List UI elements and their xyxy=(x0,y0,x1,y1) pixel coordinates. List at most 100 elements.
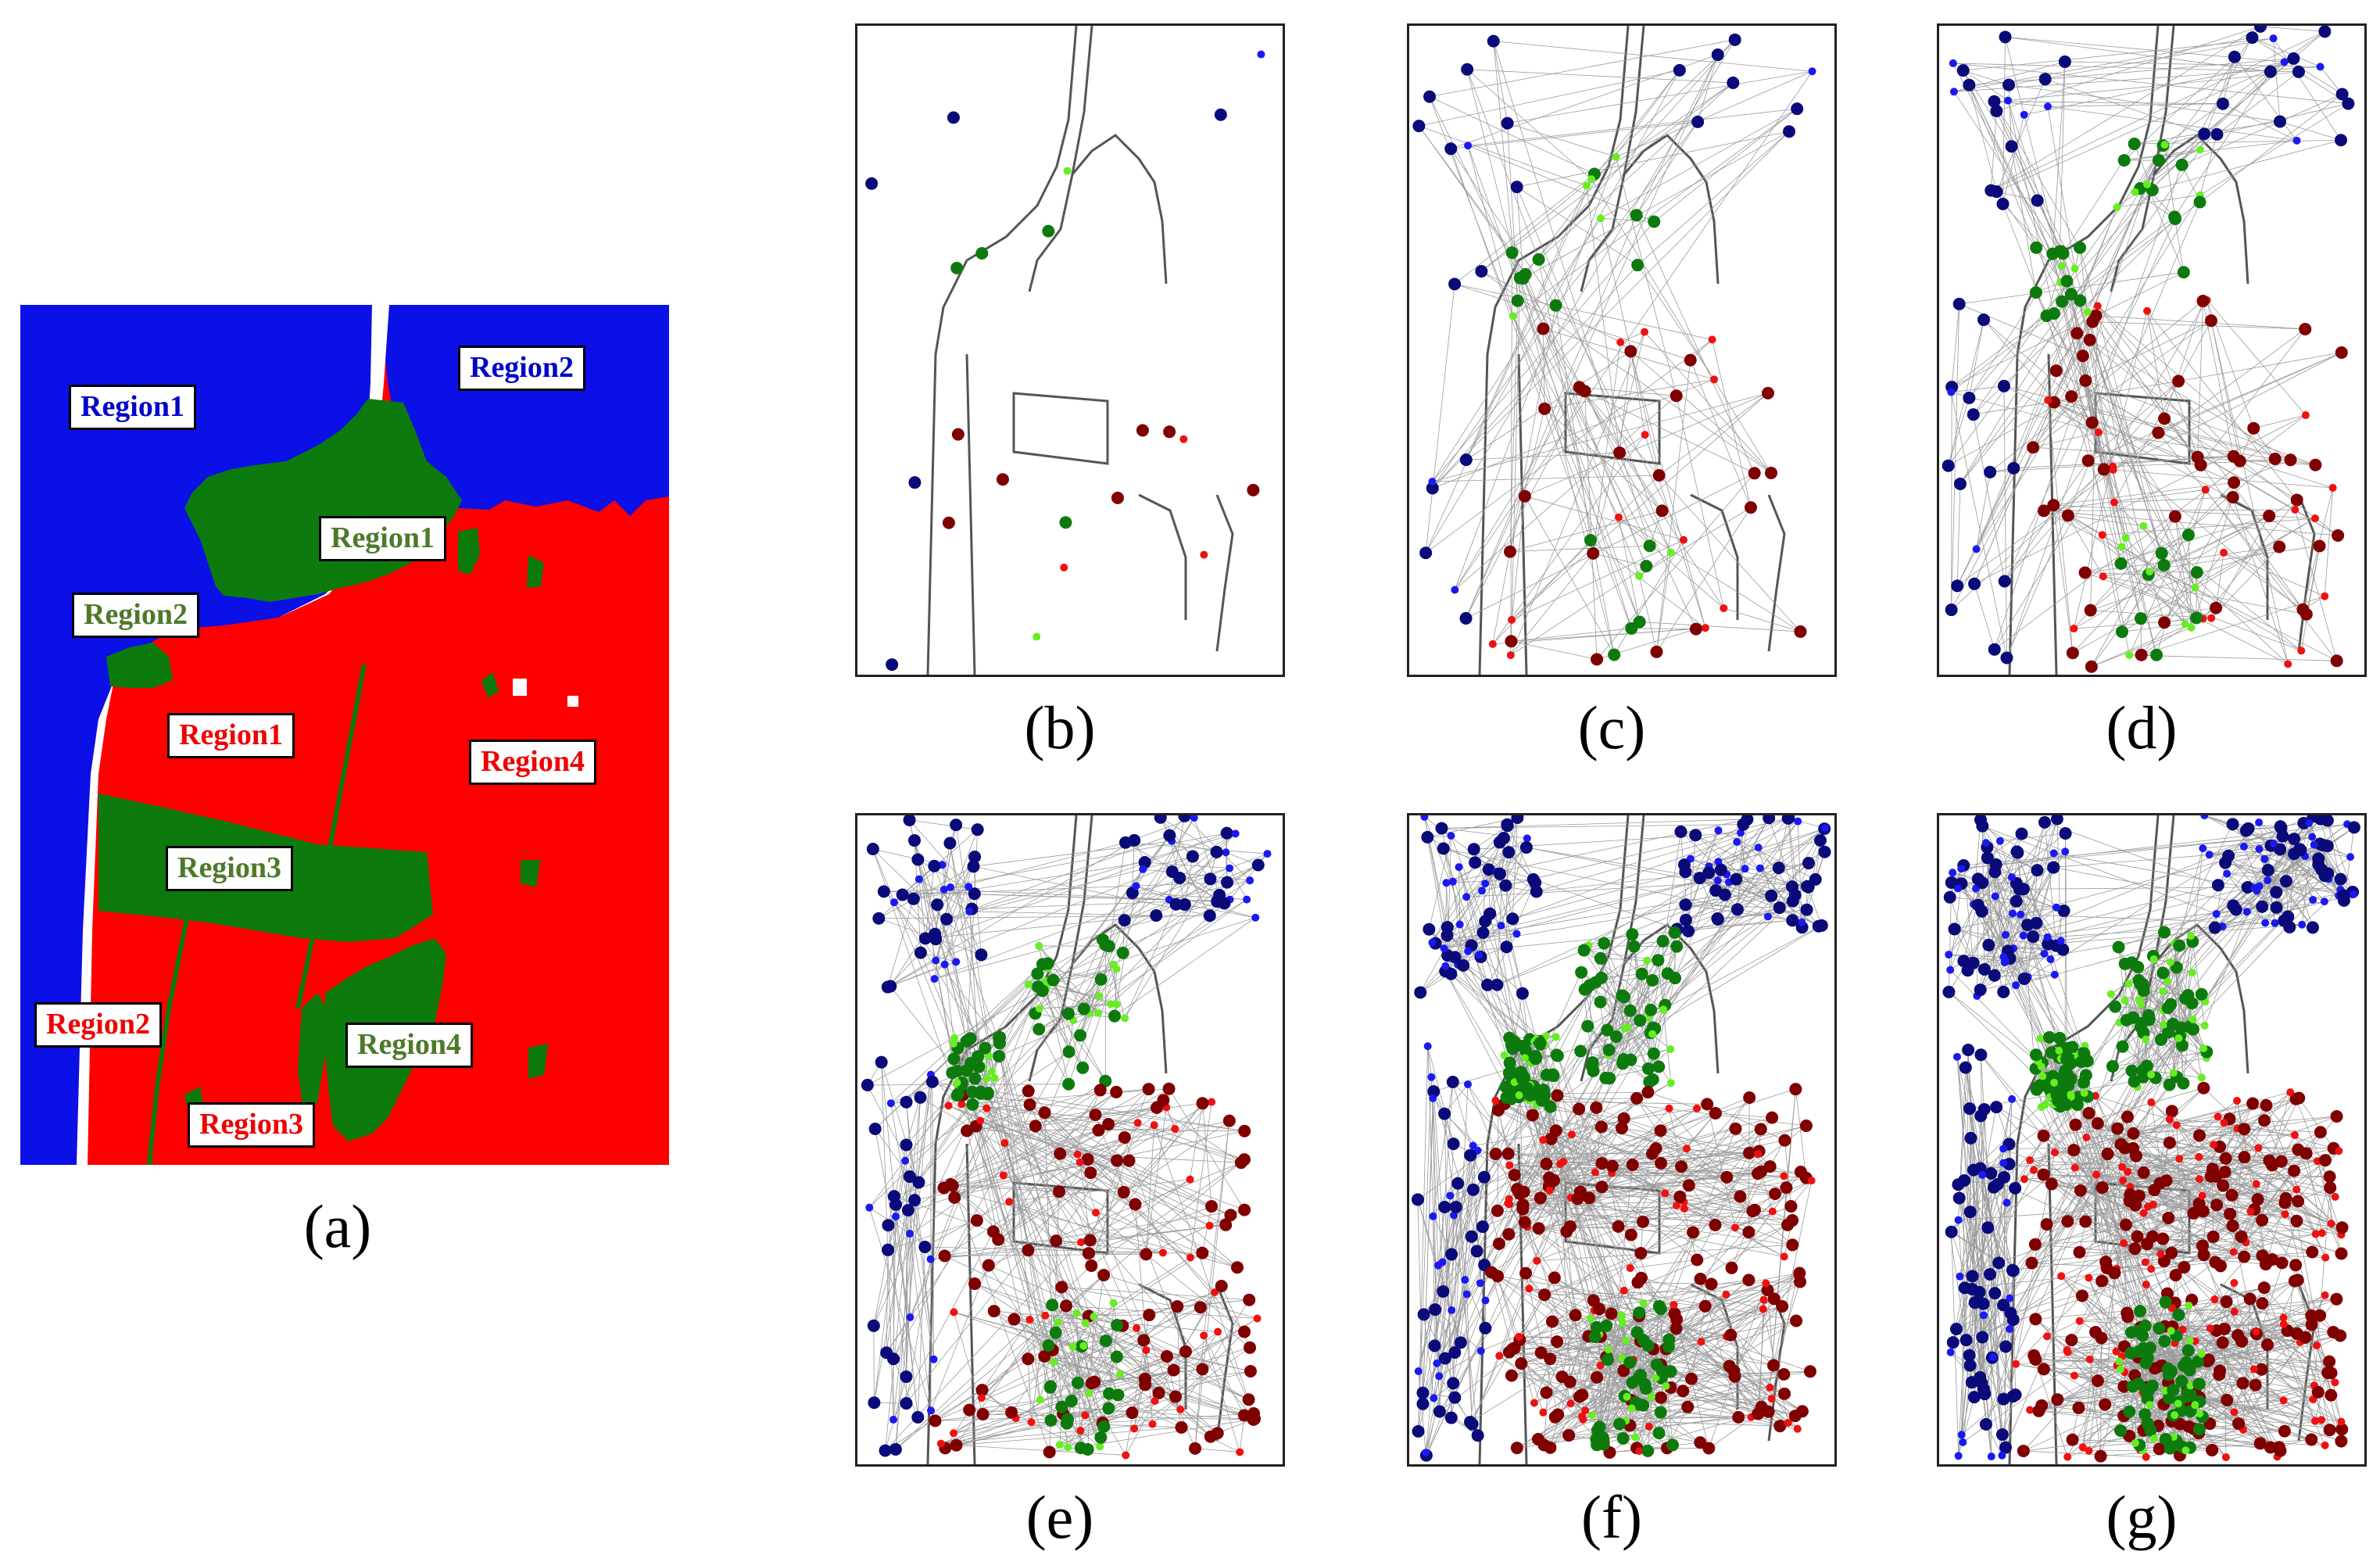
graph-edge xyxy=(956,1445,1126,1456)
graph-edge xyxy=(2141,596,2325,656)
graph-edge xyxy=(1731,1209,1755,1268)
graph-edge xyxy=(2030,1103,2253,1161)
graph-node xyxy=(2031,194,2044,207)
graph-node xyxy=(1529,1052,1542,1066)
graph-node xyxy=(1495,1352,1504,1360)
graph-node xyxy=(1062,1077,1075,1091)
graph-node xyxy=(2134,612,2147,625)
graph-edge xyxy=(1055,1332,1101,1447)
graph-edge xyxy=(1125,842,1268,854)
graph-node xyxy=(1608,648,1621,661)
graph-node xyxy=(1429,1303,1442,1317)
graph-node xyxy=(1148,1420,1157,1428)
graph-edge xyxy=(2030,1410,2195,1430)
graph-edge xyxy=(2133,824,2233,1021)
graph-node xyxy=(901,1203,914,1216)
graph-node xyxy=(1645,1422,1653,1431)
graph-node xyxy=(1551,1089,1564,1102)
graph-node xyxy=(1728,1370,1741,1383)
graph-node xyxy=(1447,831,1455,840)
graph-edge xyxy=(886,1249,889,1353)
graph-node xyxy=(1532,1222,1545,1235)
graph-node xyxy=(2007,461,2020,475)
graph-edge xyxy=(1491,1272,1584,1420)
graph-node xyxy=(1627,1404,1636,1413)
graph-node xyxy=(1429,1212,1437,1220)
graph-edge xyxy=(2217,71,2299,135)
graph-node xyxy=(867,1319,880,1332)
graph-edge xyxy=(1525,274,1647,567)
graph-edge xyxy=(1656,360,1691,652)
graph-edge xyxy=(1962,1288,1966,1442)
graph-edge xyxy=(2210,321,2289,665)
graph-edge xyxy=(1556,1309,1594,1342)
graph-node xyxy=(907,892,920,905)
graph-node xyxy=(1138,855,1151,869)
graph-node xyxy=(1481,1296,1490,1305)
graph-node xyxy=(1623,1004,1637,1017)
graph-node xyxy=(1720,604,1728,612)
graph-edge xyxy=(1425,174,1595,554)
graph-edge xyxy=(1473,848,1537,892)
graph-edge xyxy=(1511,629,1696,642)
graph-edge xyxy=(1641,1196,1741,1254)
graph-edge xyxy=(2035,292,2196,588)
graph-node xyxy=(1119,836,1133,849)
graph-node xyxy=(1446,1191,1455,1200)
graph-node xyxy=(2056,295,2069,308)
graph-edge xyxy=(1124,879,1211,1019)
graph-edge xyxy=(1623,1341,1702,1371)
graph-node xyxy=(2264,65,2277,78)
graph-edge xyxy=(1701,1341,1796,1417)
graph-node xyxy=(1242,1393,1255,1406)
graph-edge xyxy=(2190,1395,2325,1446)
graph-edge xyxy=(2102,1161,2282,1188)
graph-node xyxy=(950,819,963,832)
graph-edge xyxy=(2023,822,2045,936)
graph-edge xyxy=(1229,868,1247,900)
graph-edge xyxy=(2061,266,2121,564)
graph-edge xyxy=(1028,1091,1147,1351)
graph-node xyxy=(1530,885,1543,898)
graph-node xyxy=(1713,876,1722,885)
graph-node xyxy=(1654,1302,1667,1316)
graph-edge xyxy=(1429,39,1735,98)
graph-edge xyxy=(1047,939,1104,969)
graph-node xyxy=(1793,1424,1802,1433)
graph-edge xyxy=(1956,483,1961,586)
graph-edge xyxy=(930,1074,1092,1266)
graph-node xyxy=(928,859,941,872)
graph-edge xyxy=(2121,546,2142,619)
graph-node xyxy=(1112,1000,1121,1008)
graph-node xyxy=(1150,909,1163,923)
graph-edge xyxy=(1029,1104,1136,1205)
graph-edge xyxy=(2005,36,2271,73)
graph-node xyxy=(1581,1019,1594,1033)
graph-edge xyxy=(1203,1335,1240,1453)
graph-edge xyxy=(943,825,957,890)
graph-node xyxy=(1042,224,1055,238)
graph-edge xyxy=(1968,84,2037,248)
graph-node xyxy=(2085,660,2098,673)
graph-edge xyxy=(1061,1406,1254,1420)
graph-edge xyxy=(952,1090,1101,1187)
graph-edge xyxy=(1523,278,1672,554)
graph-node xyxy=(2310,514,2319,523)
graph-node xyxy=(1073,1150,1082,1159)
graph-edge xyxy=(2128,1171,2263,1221)
graph-edge xyxy=(2097,306,2241,462)
graph-node xyxy=(1963,78,1976,91)
graph-edge xyxy=(1588,933,1633,946)
graph-node xyxy=(1619,1319,1627,1327)
graph-node xyxy=(1602,1353,1615,1367)
graph-node xyxy=(1538,402,1551,415)
graph-node xyxy=(1526,872,1540,886)
graph-node xyxy=(2291,506,2299,514)
graph-edge xyxy=(1994,184,2148,650)
graph-node xyxy=(1447,1137,1460,1151)
graph-node xyxy=(1516,987,1529,1000)
graph-node xyxy=(1648,1030,1657,1038)
graph-edge xyxy=(975,1090,1101,1127)
graph-node xyxy=(1646,973,1659,987)
graph-node xyxy=(1693,872,1706,885)
